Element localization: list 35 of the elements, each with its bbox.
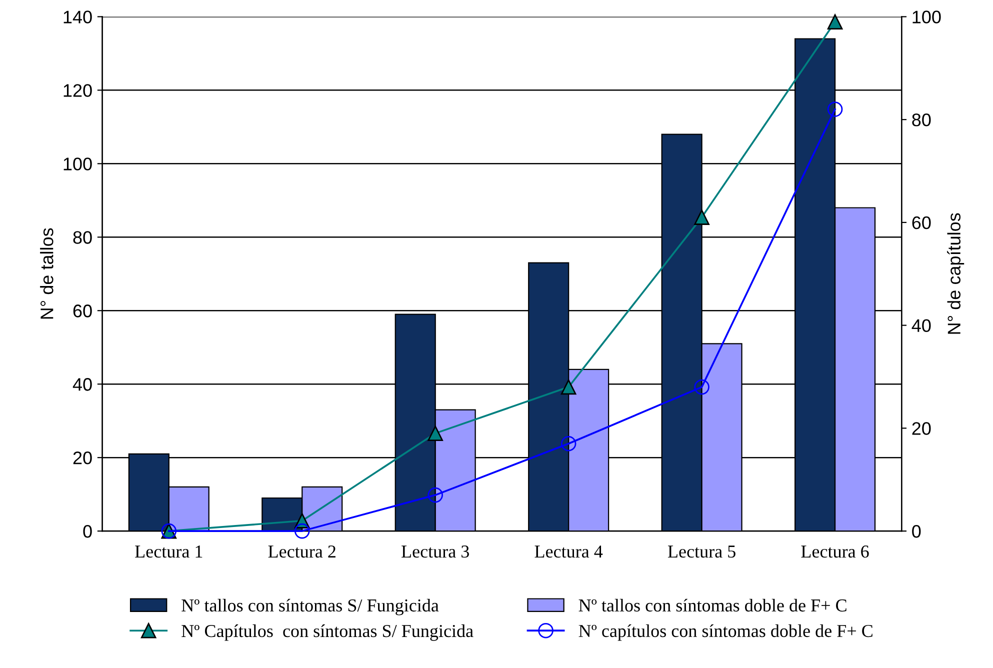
x-tick-label: Lectura 5	[668, 546, 736, 558]
point	[827, 14, 843, 30]
point	[560, 379, 576, 395]
point	[560, 436, 576, 452]
y2-tick-label: 20	[912, 422, 931, 435]
point	[694, 210, 710, 225]
y2-tick-label: 80	[912, 114, 931, 126]
legend-label: Nº capítulos con síntomas doble de F+ C	[578, 624, 872, 641]
y2-tick-label: 40	[912, 319, 931, 332]
x-tick-label: Lectura 3	[402, 546, 469, 558]
y-tick-label: 40	[72, 378, 92, 391]
x-tick-label: Lectura 4	[534, 546, 603, 558]
y2-axis-title: N° de capítulos	[947, 213, 964, 334]
legend-label: Nº tallos con síntomas doble de F+ C	[578, 598, 846, 612]
point	[428, 426, 443, 441]
y2-tick-label: 0	[912, 524, 921, 538]
y-tick-label: 140	[64, 10, 92, 24]
x-tick-label: Lectura 6	[801, 546, 869, 558]
y-tick-label: 100	[64, 158, 92, 170]
point	[294, 523, 310, 539]
y-tick-label: 20	[73, 452, 92, 464]
y2-tick-label: 100	[912, 10, 941, 24]
legend-label: Nº Capítulos con síntomas S/ Fungicida	[182, 624, 474, 641]
y-tick-label: 120	[64, 84, 92, 97]
legend-label: Nº tallos con síntomas S/ Fungicida	[182, 598, 439, 616]
x-tick-label: Lectura 2	[268, 546, 336, 558]
x-tick-label: Lectura 1	[135, 546, 202, 558]
point	[694, 379, 710, 395]
y2-tick-label: 60	[912, 216, 931, 230]
y-tick-label: 0	[83, 524, 92, 538]
y-tick-label: 80	[73, 231, 92, 244]
point	[827, 102, 843, 117]
y-axis-title: N° de tallos	[40, 228, 54, 319]
point	[428, 487, 443, 503]
y-tick-label: 60	[73, 304, 92, 318]
